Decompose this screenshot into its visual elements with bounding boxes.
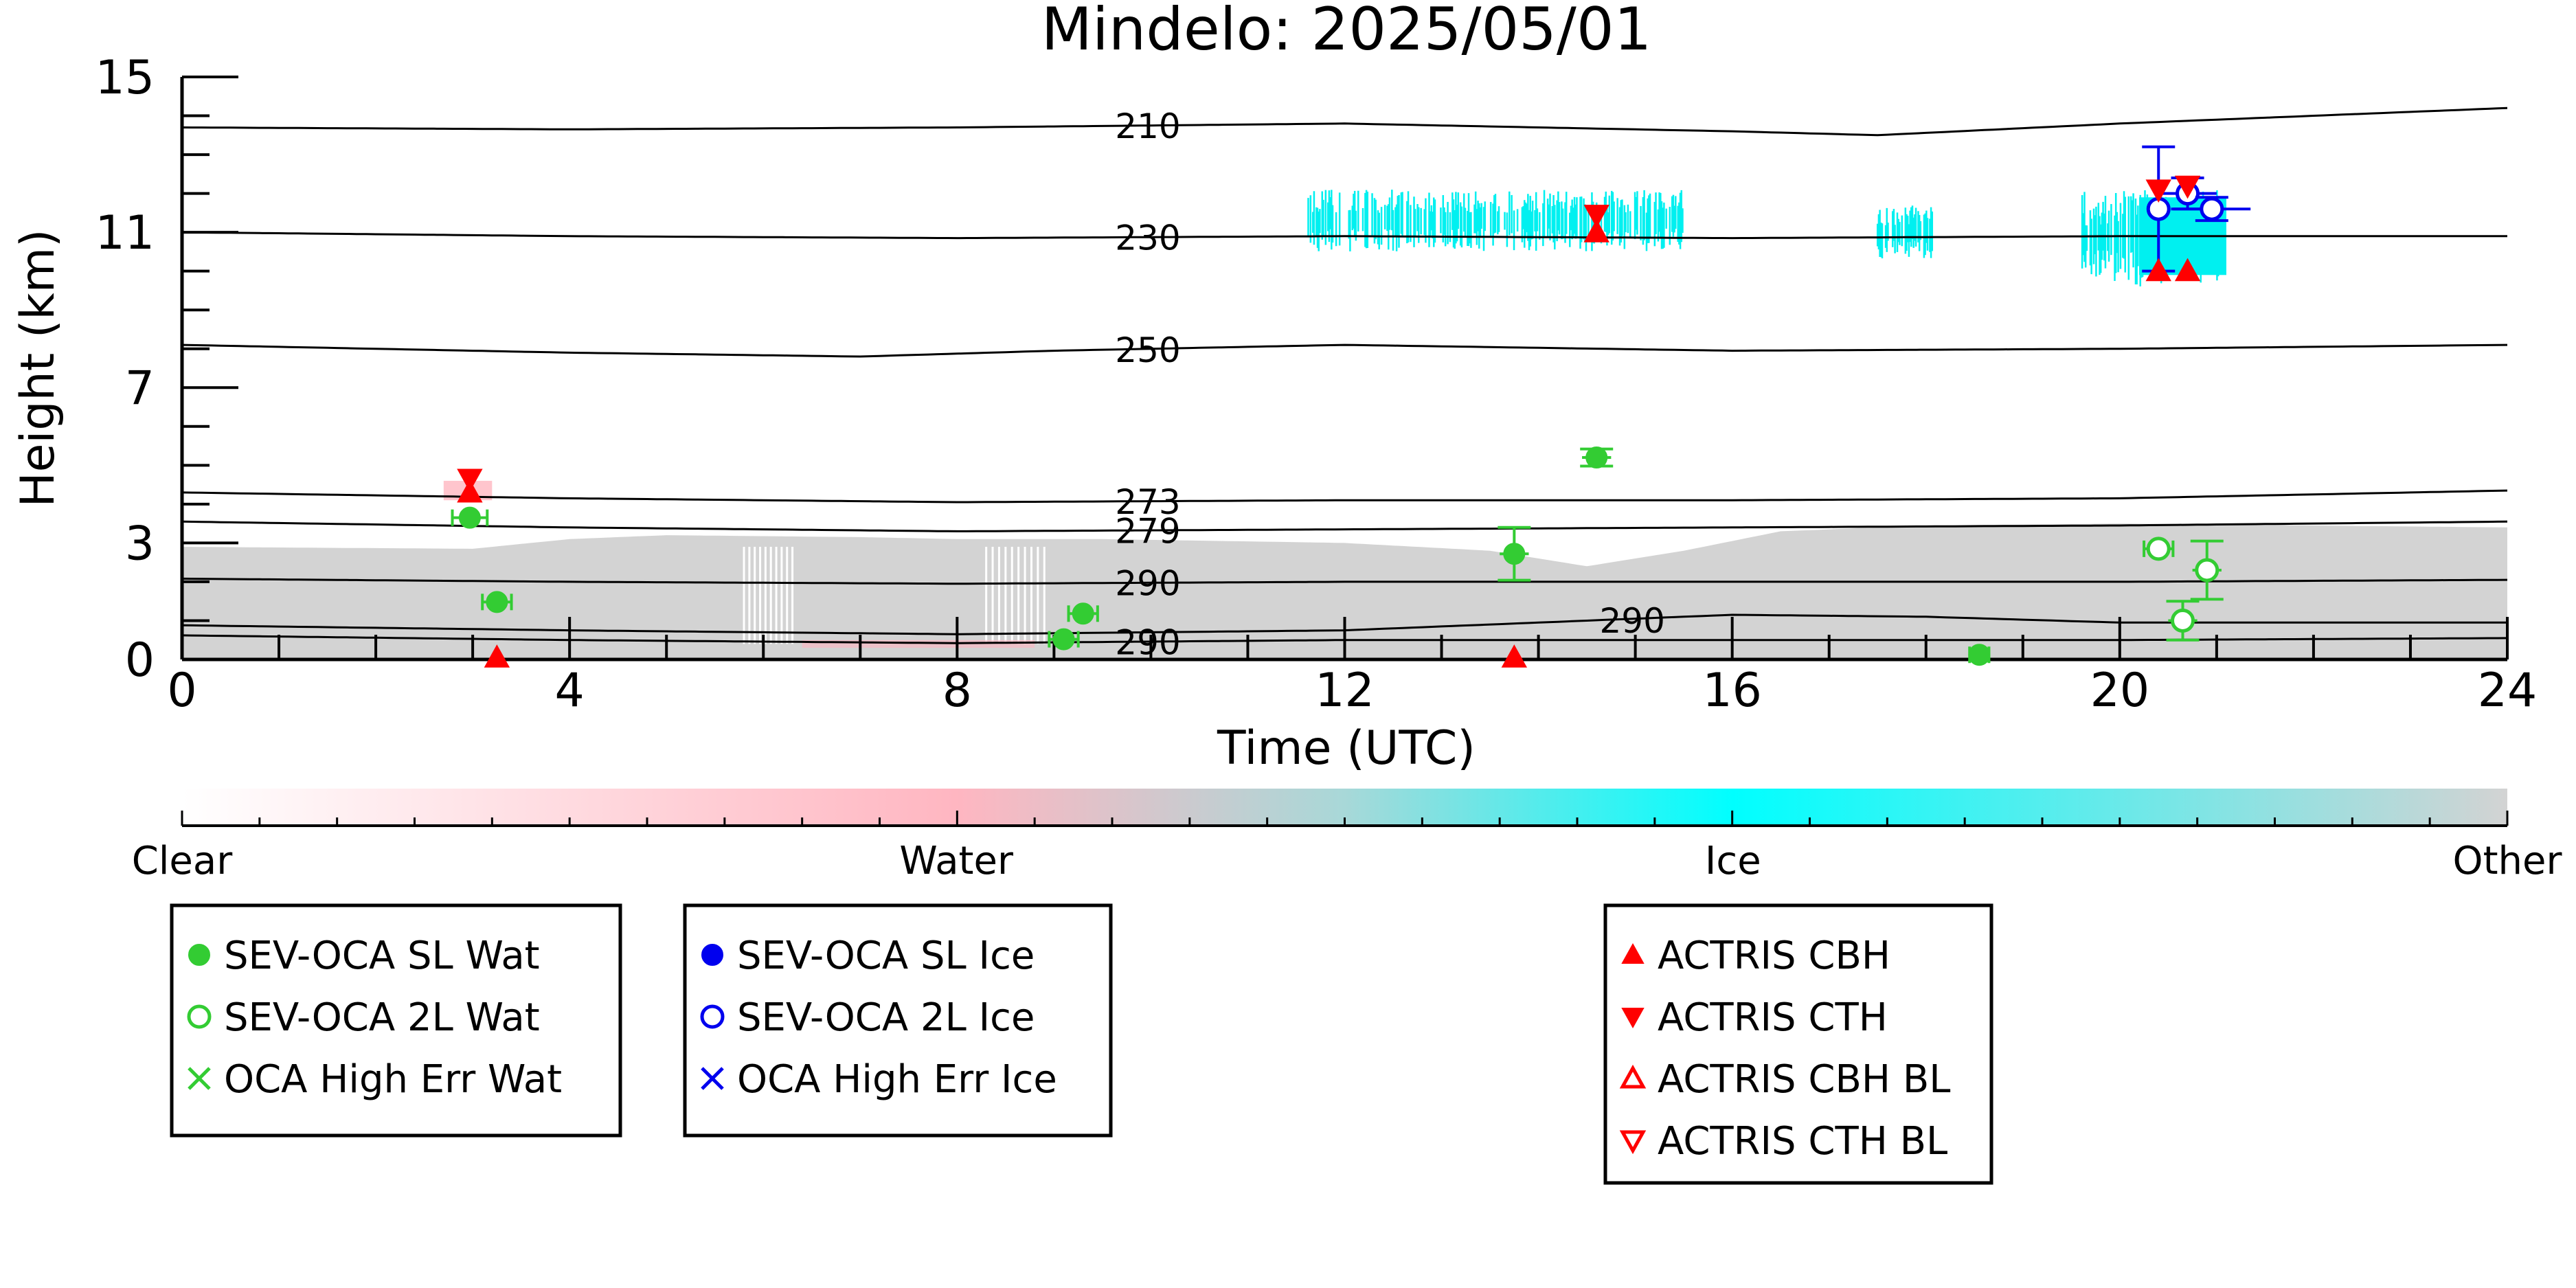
legend-frame xyxy=(1603,903,1993,1185)
x-tick-label: 24 xyxy=(2478,664,2538,718)
colorbar-label: Water xyxy=(899,839,1014,883)
legend-entry: OCA High Err Wat xyxy=(224,1057,562,1102)
legend-entry: SEV-OCA 2L Ice xyxy=(737,995,1035,1040)
legend-marker xyxy=(187,1004,212,1029)
y-tick-label: 0 xyxy=(125,633,155,688)
legend-marker xyxy=(701,1067,724,1090)
legend-entry: SEV-OCA SL Wat xyxy=(224,934,540,978)
contour-label: 250 xyxy=(1115,330,1180,370)
axes: 0 4 8 12 16 20 24 0 3 7 11 15 xyxy=(95,51,2537,718)
x-tick-label: 0 xyxy=(167,664,196,718)
contour-label: 210 xyxy=(1115,106,1180,146)
x-tick-label: 4 xyxy=(555,664,585,718)
series-sev-oca-2l-wat xyxy=(2143,536,2224,642)
data-point xyxy=(2145,258,2171,282)
data-point xyxy=(2174,175,2201,199)
legend-entry: ACTRIS CBH BL xyxy=(1658,1057,1950,1102)
legend-entry: SEV-OCA 2L Wat xyxy=(224,995,540,1040)
contour-line xyxy=(182,577,2507,585)
colorbar-label: Clear xyxy=(132,839,233,883)
data-marks xyxy=(451,145,2251,668)
contour-label: 279 xyxy=(1115,511,1180,551)
legend-entry: ACTRIS CTH xyxy=(1658,995,1888,1040)
data-point xyxy=(1585,447,1608,469)
contour-label: 230 xyxy=(1115,218,1180,258)
chart-title: Mindelo: 2025/05/01 xyxy=(1041,0,1652,64)
data-point xyxy=(2171,608,2195,633)
data-point xyxy=(457,468,483,493)
legend-marker xyxy=(1619,1064,1647,1089)
data-point xyxy=(2174,258,2201,282)
colorbar-label: Other xyxy=(2452,839,2562,883)
x-tick-label: 20 xyxy=(2090,664,2150,718)
y-tick-label: 7 xyxy=(125,361,155,416)
legend-marker xyxy=(1621,1008,1645,1029)
data-point xyxy=(484,644,510,668)
series-actris-cth xyxy=(457,175,2201,493)
legend: SEV-OCA SL Wat SEV-OCA 2L Wat OCA High Err… xyxy=(170,903,1993,1185)
legend-frame xyxy=(170,903,622,1138)
legend-marker xyxy=(1621,942,1645,964)
contour-line xyxy=(182,231,2507,240)
data-point xyxy=(1583,219,1609,242)
x-tick-label: 16 xyxy=(1702,664,1762,718)
x-tick-label: 12 xyxy=(1315,664,1375,718)
legend-box: SEV-OCA SL Wat SEV-OCA 2L Wat OCA High Err… xyxy=(170,903,622,1138)
legend-box: ACTRIS CBH ACTRIS CTH ACTRIS CBH BL ACTRIS … xyxy=(1603,903,1993,1185)
y-axis-label: Height (km) xyxy=(11,229,65,507)
contour-line xyxy=(182,343,2507,358)
legend-marker xyxy=(700,1004,725,1029)
legend-entry: OCA High Err Ice xyxy=(737,1057,1057,1102)
y-tick-label: 11 xyxy=(95,206,155,260)
water-region xyxy=(802,640,1035,648)
data-point xyxy=(1583,205,1609,228)
data-point xyxy=(1072,602,1094,625)
legend-frame xyxy=(683,903,1113,1138)
contour-label: 290 xyxy=(1115,622,1180,662)
data-point xyxy=(2146,536,2171,561)
contour-label: 290 xyxy=(1599,601,1664,641)
data-point xyxy=(1501,644,1528,668)
legend-entry: SEV-OCA SL Ice xyxy=(737,934,1035,978)
x-axis-label: Time (UTC) xyxy=(1217,721,1476,776)
colorbar-label: Ice xyxy=(1705,839,1761,883)
contour-line xyxy=(182,106,2507,137)
series-actris-cbh xyxy=(457,219,2201,668)
gray-other-region xyxy=(182,523,2507,659)
contour-line xyxy=(182,520,2507,532)
legend-entry: ACTRIS CTH BL xyxy=(1658,1119,1947,1164)
data-point xyxy=(1968,644,1991,666)
y-tick-label: 3 xyxy=(125,517,155,571)
data-point xyxy=(1052,628,1075,651)
contour-line xyxy=(182,489,2507,504)
data-point xyxy=(2145,179,2171,203)
data-point xyxy=(2195,558,2219,583)
series-sev-oca-sl-wat xyxy=(451,447,1991,666)
data-point xyxy=(2200,196,2224,221)
x-tick-label: 8 xyxy=(942,664,972,718)
legend-marker xyxy=(1619,1130,1647,1155)
legend-marker xyxy=(188,944,210,966)
data-point xyxy=(1503,543,1526,565)
legend-marker xyxy=(701,944,723,966)
legend-entry: ACTRIS CBH xyxy=(1658,934,1890,978)
contour-label: 290 xyxy=(1115,564,1180,604)
classification-colorbar: Clear Water Ice Other xyxy=(132,789,2562,883)
contour-label: 273 xyxy=(1115,482,1180,522)
data-point xyxy=(458,506,481,529)
legend-box: SEV-OCA SL Ice SEV-OCA 2L Ice OCA High Err… xyxy=(683,903,1113,1138)
y-tick-label: 15 xyxy=(95,51,155,105)
data-point xyxy=(486,591,508,613)
legend-marker xyxy=(188,1067,211,1090)
